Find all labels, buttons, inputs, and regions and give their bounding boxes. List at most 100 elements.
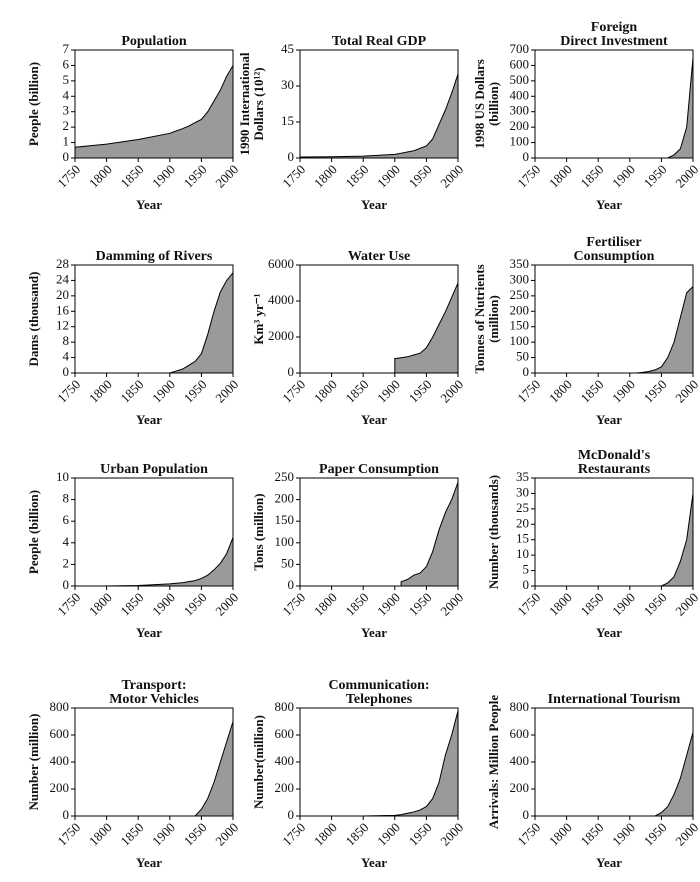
x-tick-label: 1950: [641, 162, 670, 191]
chart-title: Consumption: [574, 249, 655, 264]
y-tick-label: 50: [281, 555, 294, 570]
y-tick-label: 100: [510, 134, 530, 149]
y-tick-label: 400: [510, 87, 530, 102]
chart-title: Direct Investment: [560, 34, 668, 49]
y-tick-label: 30: [516, 484, 529, 499]
y-axis-label: Number(million): [251, 715, 266, 809]
y-tick-label: 150: [275, 512, 295, 527]
plot-frame: [299, 477, 459, 587]
y-axis-label: Tons (million): [251, 493, 266, 570]
y-axis-label: 1998 US Dollars: [472, 59, 487, 149]
x-tick-label: 1900: [149, 377, 178, 406]
x-tick-label: 1800: [311, 820, 340, 849]
y-tick-label: 600: [275, 726, 295, 741]
x-tick-label: 1750: [54, 162, 83, 191]
x-axis-label: Year: [361, 625, 387, 640]
x-tick-label: 1900: [374, 377, 403, 406]
y-tick-label: 0: [63, 807, 70, 822]
y-tick-label: 0: [523, 364, 530, 379]
y-tick-label: 300: [510, 103, 530, 118]
y-tick-label: 100: [510, 333, 530, 348]
y-tick-label: 8: [63, 491, 70, 506]
y-tick-label: 600: [50, 726, 70, 741]
x-tick-label: 2000: [437, 162, 466, 191]
x-tick-label: 1850: [342, 590, 371, 619]
y-tick-label: 15: [281, 113, 294, 128]
plot-frame: [74, 49, 234, 159]
y-tick-label: 5: [63, 72, 70, 87]
y-tick-label: 400: [275, 753, 295, 768]
x-tick-label: 1850: [577, 820, 606, 849]
y-tick-label: 16: [56, 302, 70, 317]
y-tick-label: 200: [275, 780, 295, 795]
x-tick-label: 1950: [181, 590, 210, 619]
plot-frame: [299, 49, 459, 159]
y-tick-label: 30: [281, 77, 294, 92]
y-tick-label: 4: [63, 534, 70, 549]
x-tick-label: 1950: [641, 820, 670, 849]
x-tick-label: 1850: [577, 590, 606, 619]
area: [300, 710, 459, 817]
y-tick-label: 12: [56, 318, 69, 333]
chart-title: Paper Consumption: [319, 462, 439, 477]
x-tick-label: 1950: [181, 162, 210, 191]
x-tick-label: 1750: [54, 377, 83, 406]
x-tick-label: 1950: [181, 820, 210, 849]
x-tick-label: 1750: [514, 590, 543, 619]
y-tick-label: 20: [56, 287, 69, 302]
x-tick-label: 1850: [117, 377, 146, 406]
x-tick-label: 1750: [279, 820, 308, 849]
y-axis-label: (billion): [486, 82, 501, 126]
y-tick-label: 10: [516, 546, 529, 561]
chart-title: Foreign: [591, 20, 638, 35]
y-axis-label: People (billion): [26, 62, 41, 146]
x-axis-label: Year: [596, 855, 622, 870]
plot-frame: [534, 477, 694, 587]
x-tick-label: 1800: [546, 820, 575, 849]
x-tick-label: 1950: [406, 590, 435, 619]
y-tick-label: 2: [63, 555, 70, 570]
area: [535, 285, 694, 374]
x-axis-label: Year: [361, 197, 387, 212]
plot-frame: [534, 264, 694, 374]
y-tick-label: 5: [523, 562, 530, 577]
y-tick-label: 500: [510, 72, 530, 87]
x-tick-label: 1900: [609, 377, 638, 406]
chart-title: Motor Vehicles: [109, 692, 199, 707]
y-axis-label: (million): [486, 295, 501, 343]
y-tick-label: 8: [63, 333, 70, 348]
x-tick-label: 1750: [54, 820, 83, 849]
y-axis-label: 1990 International: [237, 52, 252, 155]
x-tick-label: 1950: [641, 377, 670, 406]
y-tick-label: 20: [516, 515, 529, 530]
y-tick-label: 4: [63, 349, 70, 364]
chart-title: International Tourism: [548, 692, 681, 707]
y-tick-label: 6000: [268, 256, 294, 271]
y-tick-label: 200: [510, 118, 530, 133]
chart-title: Telephones: [346, 692, 413, 707]
x-tick-label: 1950: [406, 377, 435, 406]
x-tick-label: 1800: [546, 162, 575, 191]
area: [75, 271, 234, 374]
x-tick-label: 2000: [672, 590, 700, 619]
y-tick-label: 250: [275, 469, 295, 484]
x-tick-label: 1800: [86, 820, 115, 849]
x-tick-label: 1850: [342, 162, 371, 191]
x-axis-label: Year: [361, 412, 387, 427]
x-tick-label: 1900: [149, 162, 178, 191]
x-tick-label: 1850: [117, 820, 146, 849]
x-tick-label: 2000: [437, 820, 466, 849]
y-tick-label: 4000: [268, 292, 294, 307]
chart-title: Urban Population: [100, 462, 208, 477]
area: [75, 537, 234, 587]
x-tick-label: 1800: [311, 590, 340, 619]
y-tick-label: 0: [523, 807, 530, 822]
x-tick-label: 1750: [514, 162, 543, 191]
y-tick-label: 7: [63, 41, 70, 56]
x-tick-label: 1850: [577, 162, 606, 191]
area: [535, 732, 694, 817]
y-tick-label: 0: [523, 149, 530, 164]
y-tick-label: 150: [510, 318, 530, 333]
y-tick-label: 400: [510, 753, 530, 768]
y-tick-label: 10: [56, 469, 69, 484]
